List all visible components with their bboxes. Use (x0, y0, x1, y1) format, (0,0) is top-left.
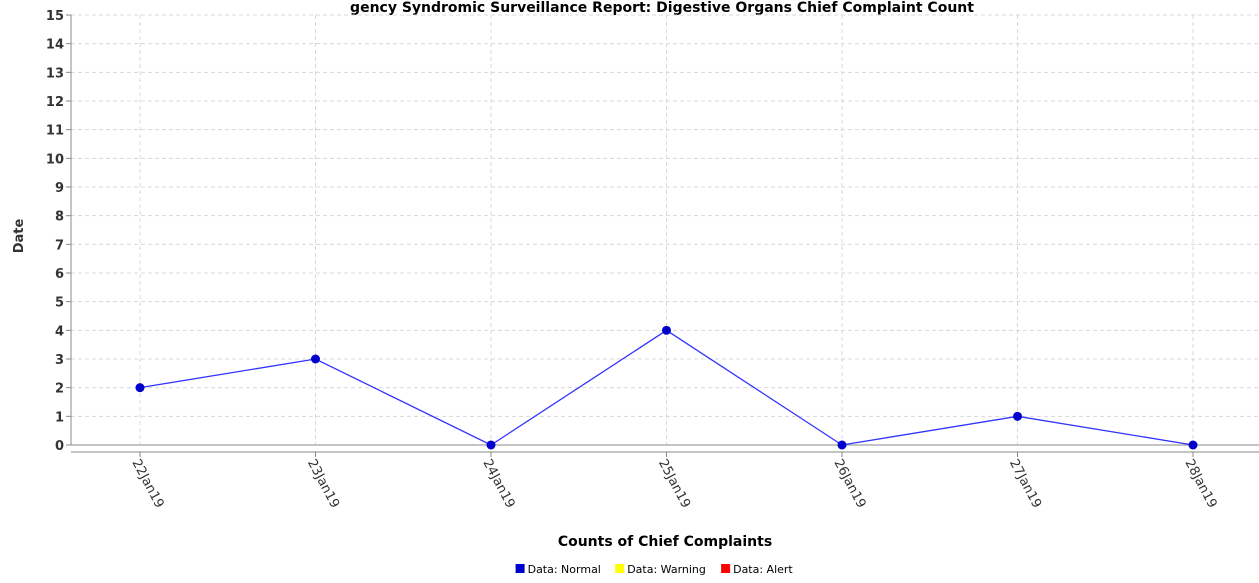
y-tick-label: 2 (55, 382, 64, 397)
y-tick-label: 4 (55, 324, 64, 339)
x-tick-label: 22Jan19 (128, 457, 166, 511)
data-point (311, 354, 320, 364)
y-tick-label: 15 (46, 9, 64, 24)
x-tick-label: 26Jan19 (830, 457, 868, 511)
x-tick-label: 23Jan19 (304, 457, 342, 511)
legend-label: Data: Alert (733, 563, 793, 576)
y-axis-label: Date (12, 219, 27, 254)
y-tick-label: 6 (55, 267, 64, 282)
x-tick-label: 27Jan19 (1006, 457, 1044, 511)
y-tick-label: 5 (55, 296, 64, 311)
legend: Data: Normal Data: Warning Data: Alert (515, 563, 793, 576)
legend-label: Data: Normal (528, 563, 601, 576)
data-point (486, 440, 496, 450)
y-tick-label: 13 (46, 66, 64, 81)
legend-swatch (721, 564, 731, 573)
data-point (837, 440, 847, 450)
x-tick-label: 25Jan19 (655, 457, 693, 511)
x-axis-label: Counts of Chief Complaints (558, 534, 772, 550)
y-tick-label: 1 (55, 410, 64, 425)
legend-swatch (515, 564, 525, 573)
y-tick-label: 0 (55, 439, 64, 454)
y-tick-label: 11 (46, 124, 64, 139)
data-point (135, 383, 145, 393)
y-tick-label: 14 (46, 38, 64, 53)
data-point (1013, 411, 1022, 421)
y-tick-label: 3 (55, 353, 64, 368)
data-point (1188, 440, 1198, 450)
chart-title: gency Syndromic Surveillance Report: Dig… (350, 0, 974, 16)
y-tick-label: 10 (46, 152, 64, 167)
y-tick-label: 12 (46, 95, 64, 110)
y-tick-label: 9 (55, 181, 64, 196)
y-tick-label: 7 (55, 238, 64, 253)
y-tick-label: 8 (55, 210, 64, 225)
x-tick-label: 28Jan19 (1181, 457, 1219, 511)
x-tick-label: 24Jan19 (479, 457, 517, 511)
data-point (662, 325, 671, 335)
legend-swatch (615, 564, 625, 573)
plot-area (71, 15, 1259, 445)
legend-label: Data: Warning (627, 563, 706, 576)
